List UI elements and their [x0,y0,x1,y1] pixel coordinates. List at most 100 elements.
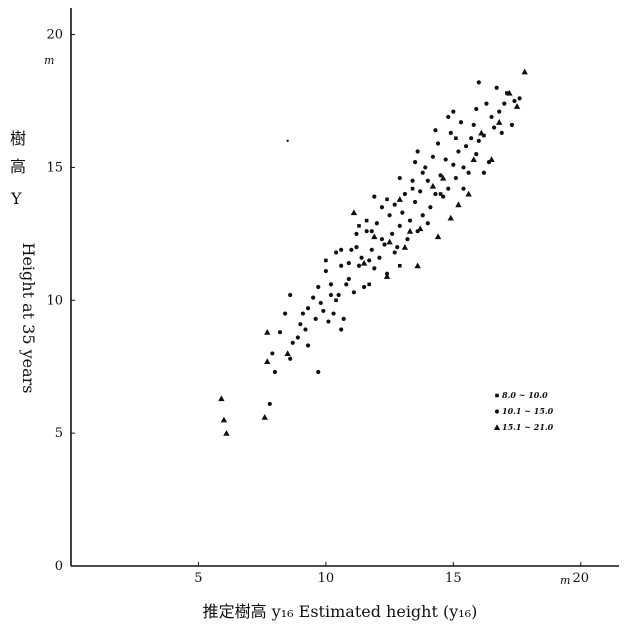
data-point-s0-13 [406,228,414,234]
data-point-s1-104 [474,106,479,112]
data-point-s1-81 [481,170,487,175]
data-point-s1-85 [494,85,499,90]
data-points [218,68,528,436]
data-point-s1-111 [433,128,438,133]
data-point-s2-0 [324,258,328,263]
data-point-s0-9 [371,233,378,240]
data-point-s0-26 [521,68,528,75]
data-point-s1-19 [326,319,331,324]
data-point-s1-92 [425,221,430,226]
data-point-s0-25 [513,103,521,109]
y-label-cjk-2: 高 [10,157,26,176]
legend-label-1: 10.1 ~ 15.0 [502,406,554,416]
data-point-s1-9 [298,322,303,327]
data-point-s1-53 [410,178,415,183]
y-tick-label-3: 15 [46,160,63,175]
x-axis-label: 推定樹高 y₁₆ Estimated height (y₁₆) [203,602,478,621]
data-point-s1-40 [377,255,382,260]
data-point-s3-0 [286,139,289,143]
legend-marker-2 [493,424,501,431]
data-point-s1-112 [451,109,456,114]
legend-marker-1 [494,409,500,414]
data-point-s1-93 [420,170,425,175]
data-point-s1-15 [316,369,321,375]
axes [70,8,619,567]
data-point-s1-20 [328,282,334,287]
data-point-s1-16 [316,284,321,290]
data-point-s1-108 [372,194,377,199]
data-point-s1-44 [387,213,392,218]
data-point-s2-11 [367,282,372,287]
legend-label-0: 8.0 ~ 10.0 [502,390,548,400]
data-point-s0-27 [470,156,477,163]
data-point-s0-29 [401,243,409,250]
data-point-s1-98 [328,292,334,298]
x-tick-label-2: 15 [445,571,462,586]
legend-label-2: 15.1 ~ 21.0 [502,422,554,432]
y-label-symbol: Y [10,189,22,208]
data-point-s1-109 [397,175,402,181]
data-point-s1-46 [392,202,397,207]
data-point-s0-14 [414,262,421,269]
data-point-s1-49 [400,210,405,215]
data-point-s1-30 [351,290,357,295]
data-point-s1-47 [395,245,400,250]
data-point-s1-6 [288,292,293,298]
y-tick-label-0: 0 [55,559,63,574]
data-point-s1-90 [492,125,497,130]
data-point-s1-56 [418,189,423,194]
data-point-s1-52 [407,218,413,223]
data-point-s0-8 [360,259,368,266]
data-point-s1-73 [461,165,466,170]
data-point-s1-8 [295,335,300,340]
data-point-s1-60 [428,205,433,210]
data-point-s1-27 [344,282,349,287]
data-point-s1-91 [461,186,466,191]
data-point-s0-10 [386,238,393,245]
data-point-s1-55 [415,229,420,234]
data-point-s1-37 [369,247,374,252]
data-point-s1-3 [277,330,283,335]
data-point-s1-84 [489,114,494,120]
data-point-s1-0 [267,401,272,407]
data-point-s1-78 [474,152,479,157]
data-point-s1-61 [430,154,436,159]
data-point-s1-13 [311,295,316,300]
data-point-s1-4 [283,311,288,316]
data-point-s0-4 [264,328,271,335]
data-point-s1-50 [402,191,407,197]
data-point-s1-21 [331,311,336,316]
data-point-s0-16 [429,182,437,189]
data-point-s1-72 [458,120,464,125]
data-point-s1-83 [486,160,492,165]
data-point-s1-105 [497,109,502,114]
data-point-s1-64 [438,173,443,178]
data-point-s1-1 [270,351,275,356]
data-point-s1-80 [476,80,481,85]
data-point-s1-48 [397,223,402,228]
data-point-s1-97 [339,247,344,252]
data-point-s2-5 [410,186,415,191]
data-point-s2-10 [398,263,402,268]
data-point-s1-45 [390,231,395,236]
data-point-s1-77 [471,122,476,128]
data-point-s1-67 [446,186,451,191]
data-point-s1-26 [341,316,346,321]
data-point-s1-59 [425,178,430,183]
data-point-s2-4 [385,197,389,202]
data-point-s1-62 [433,191,438,197]
data-point-s1-74 [463,144,469,149]
data-point-s0-20 [465,190,472,197]
data-point-s1-110 [415,149,420,154]
data-point-s1-79 [476,138,481,143]
data-point-s0-19 [455,201,462,208]
data-point-s1-71 [456,149,461,154]
y-unit-label: m [44,54,54,67]
y-label-english: Height at 35 years [19,242,38,393]
data-point-s2-1 [334,298,338,303]
data-point-s0-7 [350,209,358,216]
ticks [71,34,582,567]
data-point-s1-101 [392,250,397,255]
data-point-s1-75 [466,170,471,175]
